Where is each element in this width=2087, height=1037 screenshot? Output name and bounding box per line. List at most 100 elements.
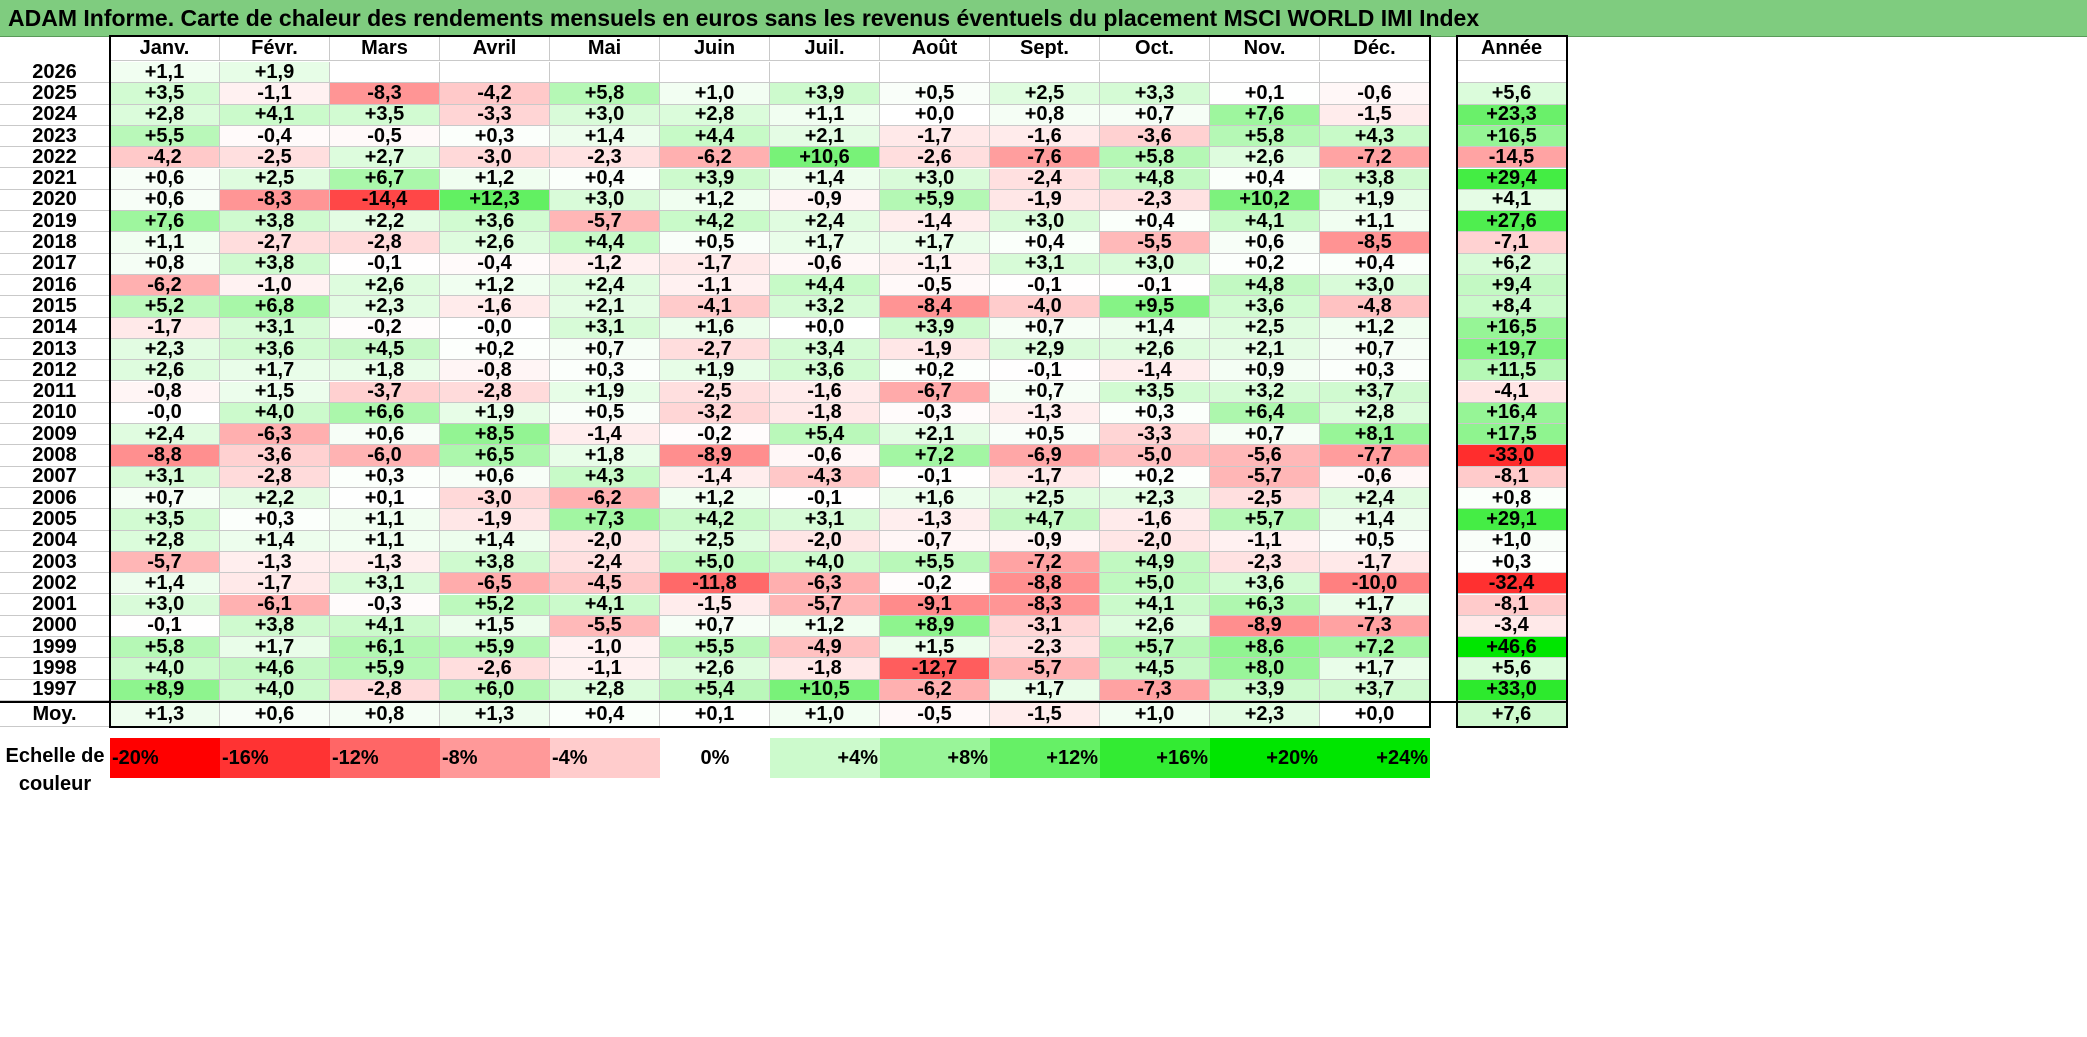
- month-cell: +4,1: [1100, 593, 1210, 616]
- month-cell: -1,6: [440, 295, 550, 318]
- month-cell: +0,4: [550, 167, 660, 190]
- annual-cell: +16,5: [1457, 316, 1567, 339]
- month-cell: -1,9: [880, 338, 990, 361]
- month-cell: -4,0: [990, 295, 1100, 318]
- month-header: Sept.: [990, 36, 1100, 61]
- color-scale-stop: -8%: [440, 738, 550, 778]
- month-cell: +0,7: [1100, 103, 1210, 126]
- month-cell: +2,1: [770, 125, 880, 148]
- month-cell: +0,7: [990, 316, 1100, 339]
- month-cell: +3,0: [1100, 252, 1210, 275]
- month-cell: +3,7: [1320, 380, 1430, 403]
- month-cell: -8,5: [1320, 231, 1430, 254]
- month-cell: -0,1: [110, 614, 220, 638]
- month-cell: +0,0: [770, 316, 880, 339]
- month-cell: +2,8: [660, 103, 770, 126]
- month-cell: +5,2: [110, 295, 220, 318]
- month-cell: +0,7: [660, 614, 770, 638]
- month-cell: +3,2: [770, 295, 880, 318]
- month-cell: +10,2: [1210, 188, 1320, 212]
- month-cell: +7,2: [880, 444, 990, 467]
- month-cell: +4,1: [330, 614, 440, 638]
- month-cell: +1,1: [110, 61, 220, 84]
- color-scale-stop: 0%: [660, 738, 770, 778]
- month-cell: +2,5: [220, 167, 330, 190]
- color-scale-stop: -12%: [330, 738, 440, 778]
- month-cell: [1210, 62, 1320, 84]
- month-cell: +1,5: [220, 380, 330, 403]
- month-cell: -2,8: [330, 678, 440, 701]
- month-cell: +2,3: [110, 338, 220, 361]
- month-cell: +4,2: [660, 210, 770, 233]
- month-cell: +6,5: [440, 444, 550, 467]
- month-cell: +1,7: [220, 636, 330, 659]
- month-cell: +4,1: [1210, 210, 1320, 233]
- month-cell: -2,8: [440, 380, 550, 403]
- month-cell: -1,4: [880, 210, 990, 233]
- month-cell: +2,6: [1100, 614, 1210, 638]
- annual-cell: +29,1: [1457, 508, 1567, 531]
- month-cell: +0,3: [220, 508, 330, 531]
- month-cell: -0,3: [880, 401, 990, 425]
- month-cell: +6,6: [330, 401, 440, 425]
- month-header: Déc.: [1320, 36, 1430, 61]
- month-cell: +0,2: [1100, 465, 1210, 488]
- year-label: 2021: [0, 167, 110, 190]
- month-cell: +0,4: [1320, 252, 1430, 275]
- month-cell: -3,7: [330, 380, 440, 403]
- month-cell: +0,3: [1100, 401, 1210, 425]
- month-cell: -2,3: [990, 636, 1100, 659]
- month-cell: -4,2: [110, 146, 220, 169]
- month-cell: -6,0: [330, 444, 440, 467]
- year-label: 2007: [0, 465, 110, 488]
- month-cell: -2,7: [220, 231, 330, 254]
- month-cell: +3,9: [1210, 678, 1320, 701]
- color-scale-label: Echelle de couleur: [5, 745, 105, 795]
- average-cell: +1,0: [770, 703, 880, 727]
- month-cell: +3,8: [1320, 167, 1430, 190]
- month-cell: -1,4: [550, 423, 660, 446]
- month-cell: +5,4: [660, 678, 770, 701]
- month-cell: +1,7: [220, 359, 330, 382]
- average-label: Moy.: [0, 703, 110, 727]
- year-label: 2008: [0, 444, 110, 467]
- month-cell: +4,1: [550, 593, 660, 616]
- month-cell: +1,4: [1100, 316, 1210, 339]
- month-cell: -0,1: [990, 359, 1100, 382]
- year-label: 2023: [0, 125, 110, 148]
- month-cell: +0,4: [1100, 210, 1210, 233]
- month-cell: +2,5: [990, 82, 1100, 105]
- month-cell: -1,3: [330, 551, 440, 574]
- month-cell: -0,1: [1100, 274, 1210, 297]
- month-cell: +4,2: [660, 508, 770, 531]
- month-cell: -2,6: [440, 657, 550, 680]
- month-cell: +1,9: [1320, 188, 1430, 212]
- month-cell: -5,0: [1100, 444, 1210, 467]
- average-cell: +0,0: [1320, 703, 1430, 727]
- year-label: 2000: [0, 614, 110, 638]
- month-cell: -0,3: [330, 593, 440, 616]
- month-cell: -0,5: [880, 274, 990, 297]
- month-cell: +5,8: [1100, 146, 1210, 169]
- month-cell: -10,0: [1320, 572, 1430, 595]
- month-cell: +1,1: [330, 529, 440, 552]
- month-cell: -0,2: [330, 316, 440, 339]
- month-cell: +2,5: [990, 487, 1100, 510]
- month-cell: -5,5: [550, 614, 660, 638]
- annual-cell: +17,5: [1457, 423, 1567, 446]
- title-bar: ADAM Informe. Carte de chaleur des rende…: [0, 0, 2087, 37]
- annual-cell: +0,8: [1457, 487, 1567, 510]
- month-cell: -7,7: [1320, 444, 1430, 467]
- month-cell: +10,6: [770, 146, 880, 169]
- month-header: Août: [880, 36, 990, 61]
- month-cell: +7,3: [550, 508, 660, 531]
- month-cell: -5,7: [1210, 465, 1320, 488]
- month-cell: +7,6: [110, 210, 220, 233]
- month-cell: +2,2: [330, 210, 440, 233]
- month-cell: +4,0: [220, 401, 330, 425]
- month-cell: +0,6: [330, 423, 440, 446]
- month-cell: -6,1: [220, 593, 330, 616]
- month-cell: -3,6: [1100, 125, 1210, 148]
- average-cell: -1,5: [990, 703, 1100, 727]
- month-cell: -2,3: [1100, 188, 1210, 212]
